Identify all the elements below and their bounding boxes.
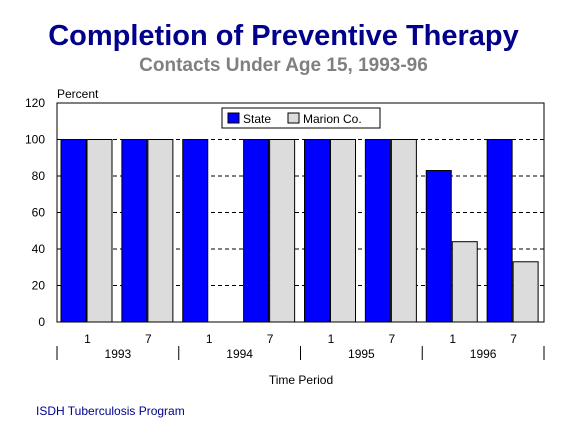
bar [269, 139, 296, 323]
bar [243, 139, 270, 323]
bar [390, 139, 417, 323]
legend-box [221, 107, 381, 129]
bar [121, 139, 148, 323]
x-tick-label: 1 [449, 332, 456, 346]
legend: State Marion Co. [221, 107, 381, 129]
bar [486, 139, 513, 323]
footer-source: ISDH Tuberculosis Program [36, 404, 185, 418]
x-tick-label: 7 [145, 332, 152, 346]
bar [425, 170, 452, 323]
chart-title: Completion of Preventive Therapy [48, 20, 519, 52]
y-tick-label: 40 [32, 242, 46, 256]
bar [147, 139, 174, 323]
x-tick-label: 1 [84, 332, 91, 346]
y-tick-label: 80 [32, 169, 46, 183]
legend-swatch [227, 112, 240, 124]
bar [86, 139, 113, 323]
legend-label: State [243, 112, 271, 126]
legend-label: Marion Co. [303, 112, 362, 126]
group-label: 1996 [470, 347, 497, 361]
axes: 0 20 40 60 80 100 120 1 7 1 7 1 7 1 7 1993 1994 1995 1996 [25, 96, 545, 361]
x-tick-label: 7 [267, 332, 274, 346]
x-tick-label: 7 [388, 332, 395, 346]
group-label: 1993 [105, 347, 132, 361]
x-tick-label: 1 [206, 332, 213, 346]
y-tick-label: 120 [25, 96, 45, 110]
bar [364, 139, 391, 323]
y-tick-label: 0 [38, 315, 45, 329]
x-tick-label: 1 [328, 332, 335, 346]
y-axis-label: Percent [57, 87, 99, 101]
bar-series [60, 139, 539, 323]
legend-swatch [287, 112, 300, 124]
bar [330, 139, 356, 323]
y-tick-label: 100 [25, 133, 45, 147]
bar [512, 261, 539, 323]
x-axis-label: Time Period [269, 373, 333, 387]
y-tick-label: 60 [32, 206, 46, 220]
chart-subtitle: Contacts Under Age 15, 1993-96 [139, 55, 428, 76]
bar [304, 139, 330, 323]
plot-frame [56, 102, 545, 323]
x-tick-label: 7 [510, 332, 517, 346]
bar [182, 139, 209, 323]
bar [60, 139, 87, 323]
y-tick-label: 20 [32, 279, 46, 293]
bar [451, 241, 478, 323]
group-label: 1994 [226, 347, 253, 361]
group-label: 1995 [348, 347, 375, 361]
